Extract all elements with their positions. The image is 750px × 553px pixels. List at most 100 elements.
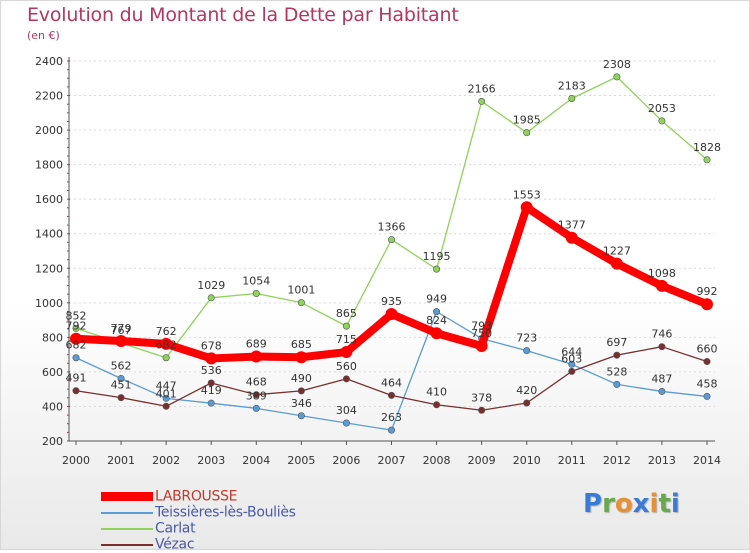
data-label-labrousse-2009: 750 [471, 327, 492, 340]
x-tick-label-2009: 2009 [468, 454, 496, 467]
point-labrousse-2012 [610, 257, 623, 270]
point-teissieres-les-boulies-2001 [117, 374, 125, 382]
data-label-carlat-2011: 2183 [558, 79, 586, 92]
legend-swatch-labrousse [101, 492, 153, 501]
logo-letter: x [632, 489, 650, 519]
point-carlat-2007 [387, 236, 395, 244]
data-label-vezac-2012: 697 [606, 336, 627, 349]
point-carlat-2014 [703, 156, 711, 164]
point-carlat-2006 [342, 322, 350, 330]
point-teissieres-les-boulies-2010 [523, 347, 531, 355]
data-label-labrousse-2006: 715 [336, 333, 357, 346]
data-label-carlat-2002: 682 [156, 339, 177, 352]
point-vezac-2010 [523, 399, 531, 407]
data-label-teissieres-les-boulies-2002: 447 [156, 379, 177, 392]
point-carlat-2002 [162, 354, 170, 362]
data-label-carlat-2008: 1195 [423, 250, 451, 263]
y-tick-label-200: 200 [42, 435, 63, 448]
data-label-teissieres-les-boulies-2007: 263 [381, 411, 402, 424]
data-label-vezac-2001: 451 [111, 379, 132, 392]
point-labrousse-2000 [70, 332, 82, 345]
point-labrousse-2008 [430, 327, 443, 340]
legend-label-teissieres: Teissières-lès-Bouliès [155, 504, 296, 521]
point-carlat-2009 [478, 97, 486, 105]
proxiti-logo: Proxiti [583, 489, 680, 519]
y-tick-label-400: 400 [42, 400, 63, 413]
data-label-teissieres-les-boulies-2006: 304 [336, 404, 357, 417]
x-tick-label-2010: 2010 [513, 454, 541, 467]
data-label-carlat-2006: 865 [336, 307, 357, 320]
y-tick-label-1200: 1200 [35, 262, 63, 275]
data-label-teissieres-les-boulies-2013: 487 [651, 372, 672, 385]
logo-letter: P [583, 489, 603, 519]
point-teissieres-les-boulies-2007 [387, 426, 395, 434]
point-vezac-2014 [703, 358, 711, 366]
legend: LABROUSSE Teissières-lès-Bouliès Carlat … [101, 488, 296, 553]
chart-unit: (en €) [27, 29, 60, 42]
data-label-carlat-2001: 767 [111, 324, 132, 337]
data-label-carlat-2003: 1029 [197, 279, 225, 292]
point-labrousse-2006 [340, 346, 353, 359]
data-label-labrousse-2012: 1227 [603, 245, 631, 258]
y-tick-label-600: 600 [42, 366, 63, 379]
data-label-vezac-2002: 401 [156, 387, 177, 400]
data-label-vezac-2014: 660 [697, 343, 718, 356]
data-label-vezac-2007: 464 [381, 376, 402, 389]
data-label-teissieres-les-boulies-2011: 644 [561, 345, 582, 358]
point-labrousse-2010 [520, 201, 533, 214]
point-vezac-2009 [478, 406, 486, 414]
x-tick-label-2013: 2013 [648, 454, 676, 467]
point-vezac-2008 [433, 401, 441, 409]
point-labrousse-2001 [115, 334, 128, 347]
data-label-carlat-2007: 1366 [378, 221, 406, 234]
point-labrousse-2009 [475, 340, 488, 352]
point-carlat-2000 [72, 324, 80, 332]
data-label-carlat-2014: 1828 [693, 141, 721, 154]
data-label-labrousse-2004: 689 [246, 338, 267, 351]
logo-letter: r [602, 489, 615, 519]
data-label-teissieres-les-boulies-2014: 458 [697, 377, 718, 390]
data-label-labrousse-2001: 779 [111, 322, 132, 335]
point-vezac-2003 [207, 379, 215, 387]
point-labrousse-2002 [160, 337, 173, 350]
point-vezac-2001 [117, 394, 125, 402]
point-labrousse-2014 [701, 298, 713, 311]
data-label-labrousse-2002: 762 [156, 325, 177, 338]
data-label-labrousse-2014: 992 [697, 285, 718, 298]
data-label-teissieres-les-boulies-2004: 389 [246, 389, 267, 402]
logo-letter: o [614, 489, 633, 519]
logo-letter: t [658, 489, 671, 519]
data-label-teissieres-les-boulies-2012: 528 [606, 365, 627, 378]
data-label-teissieres-les-boulies-2008: 949 [426, 293, 447, 306]
data-label-vezac-2008: 410 [426, 386, 447, 399]
x-tick-label-2001: 2001 [107, 454, 135, 467]
point-carlat-2005 [297, 299, 305, 307]
x-tick-label-2003: 2003 [197, 454, 225, 467]
data-label-carlat-2012: 2308 [603, 58, 631, 71]
data-label-teissieres-les-boulies-2005: 346 [291, 397, 312, 410]
x-tick-label-2005: 2005 [287, 454, 315, 467]
data-label-teissieres-les-boulies-2000: 682 [66, 339, 87, 352]
data-label-vezac-2004: 468 [246, 376, 267, 389]
point-teissieres-les-boulies-2008 [433, 308, 441, 316]
point-teissieres-les-boulies-2012 [613, 380, 621, 388]
data-label-carlat-2000: 852 [66, 309, 87, 322]
point-vezac-2012 [613, 351, 621, 359]
x-tick-label-2014: 2014 [693, 454, 721, 467]
axes [67, 57, 715, 445]
x-tick-label-2002: 2002 [152, 454, 180, 467]
data-label-vezac-2003: 536 [201, 364, 222, 377]
y-tick-label-2200: 2200 [35, 90, 63, 103]
data-label-vezac-2013: 746 [651, 328, 672, 341]
y-tick-label-1000: 1000 [35, 297, 63, 310]
x-tick-label-2000: 2000 [62, 454, 90, 467]
x-tick-labels: 2000 2001 2002 2003 2004 2005 2006 2007 2008 2009… [62, 454, 721, 467]
series-group [70, 73, 713, 434]
data-label-labrousse-2005: 685 [291, 338, 312, 351]
data-label-carlat-2004: 1054 [242, 274, 270, 287]
y-tick-label-2400: 2400 [35, 55, 63, 68]
data-label-teissieres-les-boulies-2001: 562 [111, 359, 132, 372]
y-tick-label-2000: 2000 [35, 124, 63, 137]
data-label-carlat-2005: 1001 [287, 284, 315, 297]
chart-title: Evolution du Montant de la Dette par Hab… [27, 4, 459, 26]
